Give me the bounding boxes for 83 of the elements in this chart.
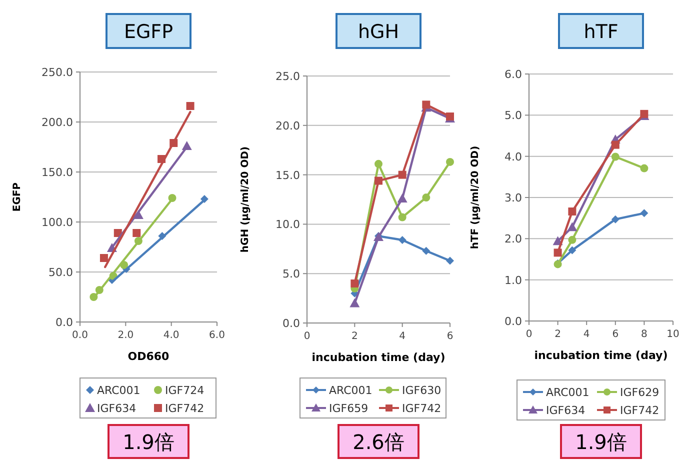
y-tick-label: 1.0 [504, 274, 522, 287]
y-tick-label: 25.0 [276, 70, 300, 83]
point [446, 158, 454, 166]
point [611, 215, 620, 224]
y-tick-label: 6.0 [504, 68, 522, 81]
point [374, 176, 382, 185]
legend-label: IGF629 [620, 386, 660, 399]
point [640, 164, 648, 172]
x-axis-title: OD660 [128, 350, 170, 363]
point [398, 213, 406, 222]
x-axis-title: incubation time (day) [534, 349, 668, 362]
point [422, 246, 430, 255]
x-tick-label: 4 [399, 331, 406, 342]
text: 1.9倍 [575, 430, 627, 454]
legend-label: IGF742 [620, 404, 660, 417]
point [398, 236, 406, 244]
x-tick-label: 6.0 [209, 330, 225, 341]
x-tick-label: 2 [351, 331, 358, 342]
point [397, 194, 408, 203]
y-tick-label: 150.0 [42, 166, 73, 179]
y-tick-label: 5.0 [504, 109, 522, 122]
legend-label: IGF742 [402, 402, 442, 415]
point [422, 194, 430, 202]
point [398, 170, 406, 179]
legend-label: ARC001 [329, 384, 372, 397]
x-tick-label: 4.0 [163, 330, 180, 341]
chart-title: EGFP [124, 21, 174, 43]
y-tick-label: 50.0 [48, 266, 73, 279]
x-tick-label: 2.0 [118, 330, 134, 341]
point [568, 207, 576, 216]
y-tick-label: 100.0 [42, 216, 73, 229]
legend-label: ARC001 [546, 386, 590, 399]
x-tick-label: 2 [554, 329, 561, 340]
chart-title: hTF [584, 21, 618, 43]
point [186, 102, 194, 110]
x-tick-label: 6 [612, 329, 619, 340]
point [568, 246, 576, 254]
x-axis-title: incubation time (day) [312, 351, 446, 364]
point [567, 222, 578, 232]
legend-label: ARC001 [97, 384, 140, 397]
y-tick-label: 0.0 [504, 315, 522, 328]
legend-label: IGF630 [402, 384, 442, 397]
x-tick-label: 0 [526, 329, 532, 340]
y-axis-title: EGFP [12, 182, 23, 212]
y-tick-label: 0.0 [56, 316, 73, 329]
x-tick-label: 10 [666, 329, 680, 340]
point [568, 236, 576, 244]
legend-label: IGF634 [97, 402, 136, 415]
point [611, 152, 620, 161]
y-tick-label: 2.0 [504, 232, 522, 246]
y-tick-label: 0.0 [282, 317, 300, 330]
y-axis-title: hGH (μg/ml/20 OD) [240, 146, 251, 253]
x-tick-label: 4 [583, 329, 590, 340]
y-axis-title: hTF (μg/ml/20 OD) [470, 146, 481, 250]
legend-label: IGF724 [165, 384, 204, 397]
x-tick-label: 0 [304, 331, 310, 342]
point [640, 209, 648, 218]
y-tick-label: 250.0 [42, 66, 73, 79]
legend-label: IGF659 [329, 402, 368, 415]
y-tick-label: 10.0 [276, 218, 300, 232]
y-tick-label: 200.0 [42, 116, 73, 129]
y-tick-label: 4.0 [504, 150, 522, 164]
point [350, 279, 359, 288]
point [611, 140, 620, 149]
point [446, 256, 454, 265]
legend-label: IGF742 [165, 402, 204, 415]
x-tick-label: 0.0 [72, 330, 88, 341]
text: 1.9倍 [122, 430, 174, 454]
y-tick-label: 3.0 [504, 192, 522, 204]
point [132, 229, 141, 237]
point [374, 160, 382, 168]
chart-title: hGH [358, 21, 400, 43]
point [100, 254, 108, 262]
x-tick-label: 8 [641, 329, 648, 340]
legend-label: IGF634 [546, 404, 586, 417]
text: 2.6倍 [352, 430, 404, 454]
x-tick-label: 6 [446, 331, 454, 342]
y-tick-label: 5.0 [282, 268, 300, 281]
point [554, 248, 562, 257]
point [350, 298, 360, 308]
y-tick-label: 15.0 [276, 168, 300, 182]
point [422, 100, 430, 109]
y-tick-label: 20.0 [276, 119, 300, 132]
